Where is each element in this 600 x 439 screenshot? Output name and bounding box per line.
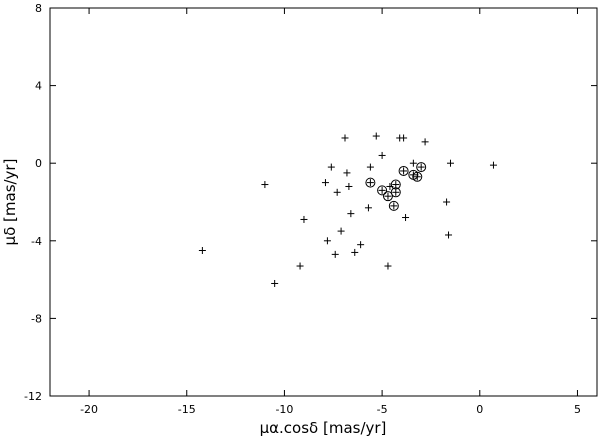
data-points — [198, 132, 497, 287]
star-point — [271, 279, 279, 287]
star-point — [446, 159, 454, 167]
tick-labels: -20 -15 -10 -5 0 5 -12 -8 -4 0 4 8 — [24, 2, 581, 416]
star-point — [421, 138, 429, 146]
x-tick-label: -10 — [275, 403, 293, 416]
y-tick-label: -4 — [31, 235, 42, 248]
star-point — [333, 188, 341, 196]
star-point — [364, 204, 372, 212]
x-tick-label: -15 — [178, 403, 196, 416]
star-point — [198, 247, 206, 254]
star-point — [261, 181, 269, 189]
star-point — [402, 214, 410, 222]
star-point — [345, 182, 353, 190]
member-point — [377, 185, 388, 196]
star-point — [343, 169, 351, 177]
star-point — [372, 132, 380, 140]
star-point — [378, 151, 386, 159]
star-point — [321, 179, 329, 187]
star-point — [400, 134, 408, 142]
star-point — [384, 262, 392, 270]
x-tick-label: 0 — [476, 403, 483, 416]
star-point — [351, 248, 359, 256]
y-tick-label: 8 — [35, 2, 42, 15]
y-axis-title: μδ [mas/yr] — [1, 159, 19, 246]
x-tick-label: -20 — [80, 403, 98, 416]
star-point — [323, 237, 331, 245]
member-point — [388, 200, 399, 211]
star-point — [337, 227, 345, 235]
star-point — [327, 163, 335, 171]
ticks — [50, 7, 597, 397]
star-point — [445, 231, 453, 239]
y-tick-label: -8 — [31, 312, 42, 325]
star-point — [347, 210, 355, 218]
y-tick-label: -12 — [24, 390, 42, 403]
star-point — [409, 159, 417, 167]
x-tick-label: 5 — [574, 403, 581, 416]
x-tick-label: -5 — [377, 403, 388, 416]
member-point — [412, 171, 423, 182]
member-point — [365, 177, 376, 188]
member-point — [416, 162, 427, 173]
y-tick-label: 4 — [35, 80, 42, 93]
star-point — [366, 163, 374, 171]
plot-frame — [49, 7, 598, 397]
member-point — [398, 165, 409, 176]
star-point — [489, 161, 497, 169]
star-point — [443, 198, 451, 206]
star-point — [341, 134, 349, 142]
star-point — [357, 241, 365, 249]
member-point — [390, 187, 401, 198]
star-point — [331, 250, 339, 258]
star-point — [296, 262, 304, 270]
member-point — [382, 191, 393, 202]
star-point — [300, 215, 308, 223]
y-tick-label: 0 — [35, 157, 42, 170]
star-point — [386, 182, 394, 190]
x-axis-title: μα.cosδ [mas/yr] — [260, 419, 387, 437]
